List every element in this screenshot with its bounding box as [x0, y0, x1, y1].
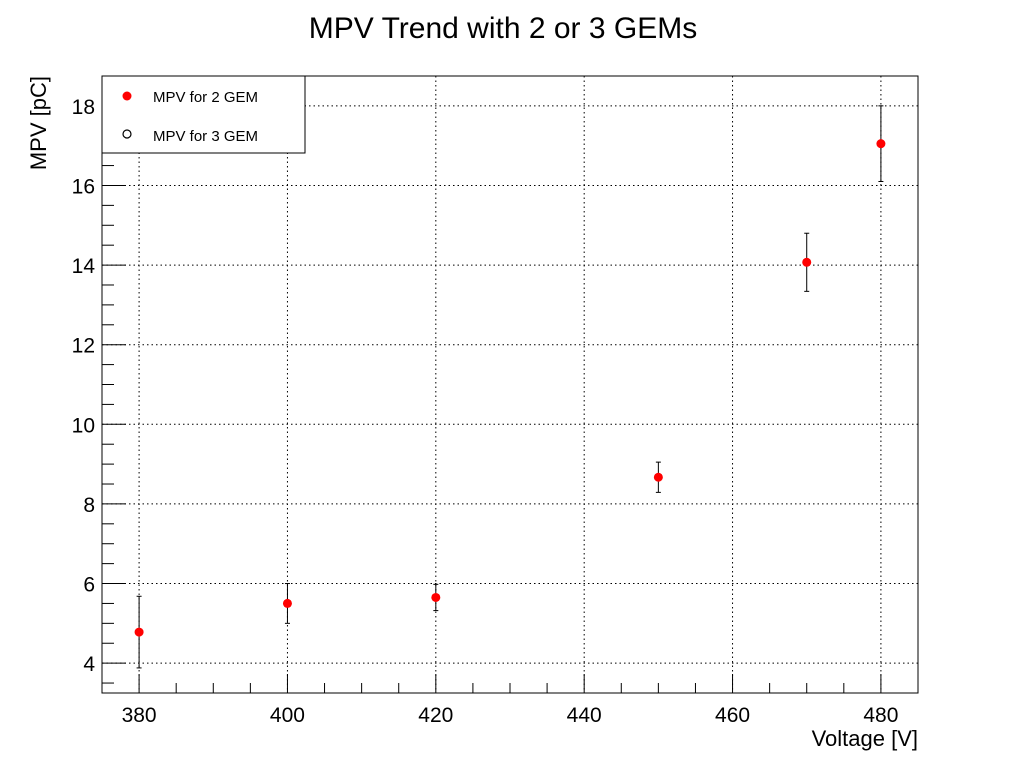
axis-ticks	[101, 85, 919, 693]
y-tick-label: 6	[83, 574, 95, 597]
legend-marker-3gem	[122, 129, 132, 139]
data-point-2gem	[653, 472, 663, 482]
data-points	[134, 105, 886, 669]
y-tick-label: 18	[72, 96, 95, 119]
x-tick-label: 460	[715, 704, 750, 727]
y-tick-label: 8	[83, 494, 95, 517]
y-tick-label: 4	[83, 653, 95, 676]
y-tick-label: 12	[72, 335, 95, 358]
data-point-2gem	[876, 139, 886, 149]
y-tick-label: 14	[72, 255, 96, 278]
legend: MPV for 2 GEM MPV for 3 GEM	[101, 75, 306, 154]
x-tick-label: 380	[122, 704, 157, 727]
data-point-2gem	[431, 592, 441, 602]
data-point-2gem	[134, 627, 144, 637]
y-axis-label: MPV [pC]	[26, 76, 51, 170]
data-point-2gem	[802, 257, 812, 267]
legend-label-2gem: MPV for 2 GEM	[153, 89, 258, 106]
y-tick-label: 16	[72, 175, 95, 198]
x-tick-label: 440	[567, 704, 602, 727]
x-tick-label: 400	[270, 704, 305, 727]
legend-label-3gem: MPV for 3 GEM	[153, 128, 258, 145]
plot-frame	[101, 75, 919, 694]
x-tick-label: 420	[418, 704, 453, 727]
tick-labels: 380 400 420 440 460 480 4 6 8 10 12 14 16 18	[72, 96, 899, 727]
legend-marker-2gem	[122, 91, 132, 101]
y-tick-label: 10	[72, 414, 95, 437]
legend-box	[101, 75, 306, 154]
x-axis-label: Voltage [V]	[812, 726, 918, 751]
data-point-2gem	[282, 598, 292, 608]
chart-title: MPV Trend with 2 or 3 GEMs	[309, 12, 697, 45]
grid-lines	[102, 76, 918, 693]
x-tick-label: 480	[863, 704, 898, 727]
